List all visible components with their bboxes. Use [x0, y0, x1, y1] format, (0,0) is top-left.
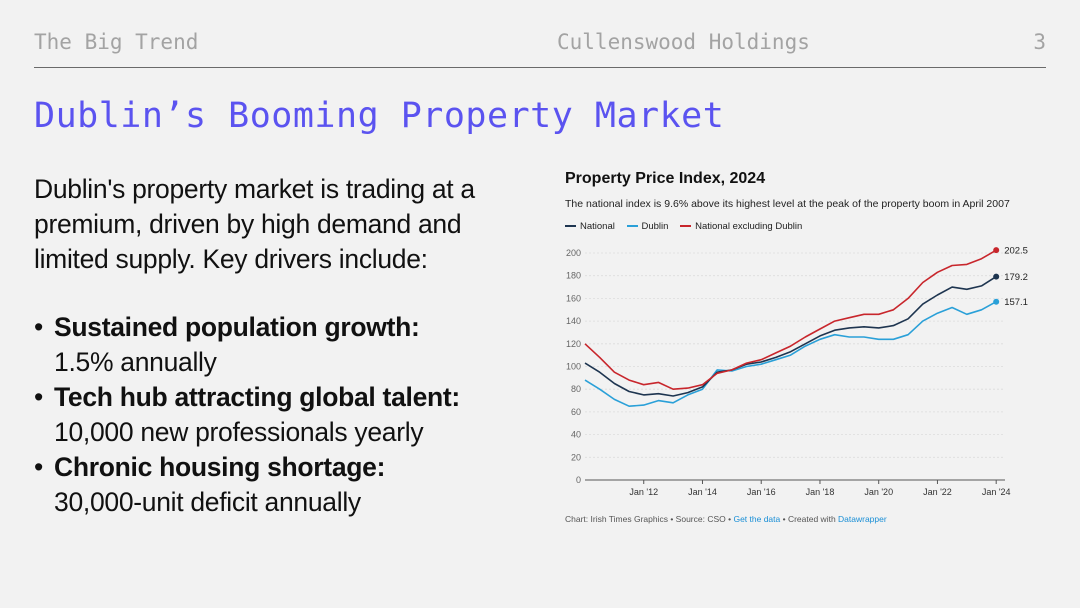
driver-item: • Chronic housing shortage: 30,000-unit … [34, 450, 534, 520]
legend-swatch [680, 225, 692, 228]
driver-detail: 30,000-unit deficit annually [54, 487, 361, 517]
y-tick-label: 120 [566, 339, 581, 349]
y-tick-label: 20 [571, 452, 581, 462]
y-tick-label: 180 [566, 271, 581, 281]
driver-item: • Tech hub attracting global talent: 10,… [34, 380, 534, 450]
y-tick-label: 40 [571, 430, 581, 440]
legend-swatch [565, 225, 576, 228]
series-end-label: 202.5 [1004, 246, 1028, 257]
chart-legend: National Dublin National excluding Dubli… [565, 221, 811, 232]
series-end-point [993, 247, 1000, 254]
x-tick-label: Jan '24 [982, 487, 1011, 497]
series-end-label: 179.2 [1004, 272, 1028, 283]
y-tick-label: 0 [576, 475, 581, 485]
x-tick-label: Jan '18 [806, 487, 835, 497]
bullet-dot: • [34, 312, 43, 342]
datawrapper-link[interactable]: Datawrapper [838, 514, 887, 524]
driver-heading: Sustained population growth: [54, 312, 420, 342]
page-number: 3 [1033, 30, 1046, 54]
series-end-point [993, 298, 1000, 305]
series-line-national [584, 275, 997, 397]
y-tick-label: 140 [566, 316, 581, 326]
chart-panel: Property Price Index, 2024 The national … [550, 160, 1050, 535]
driver-heading: Chronic housing shortage: [54, 452, 386, 482]
driver-heading: Tech hub attracting global talent: [54, 382, 460, 412]
x-tick-label: Jan '16 [747, 487, 776, 497]
header-divider [34, 67, 1046, 68]
chart-title: Property Price Index, 2024 [565, 170, 766, 187]
legend-item-national: National [565, 221, 615, 232]
series-end-label: 157.1 [1004, 297, 1028, 308]
legend-label: National excluding Dublin [695, 221, 803, 232]
source-text: Chart: Irish Times Graphics • Source: CS… [565, 514, 734, 524]
header-section-label: The Big Trend [34, 30, 199, 54]
y-tick-label: 160 [566, 293, 581, 303]
legend-item-dublin: Dublin [626, 221, 669, 232]
slide-title: Dublin’s Booming Property Market [34, 96, 725, 136]
header-company-name: Cullenswood Holdings [557, 30, 810, 54]
driver-list: • Sustained population growth: 1.5% annu… [34, 310, 534, 520]
legend-swatch [626, 225, 638, 228]
chart-source-footer: Chart: Irish Times Graphics • Source: CS… [565, 514, 887, 524]
chart-plot: 0 20 40 60 80 100 120 140 160 180 200 Jan '12 Jan '1… [566, 246, 1028, 497]
source-mid-text: • Created with [780, 514, 839, 524]
legend-label: National [580, 221, 615, 232]
y-tick-label: 60 [571, 407, 581, 417]
x-tick-label: Jan '20 [864, 487, 893, 497]
x-tick-label: Jan '12 [629, 487, 658, 497]
driver-detail: 1.5% annually [54, 347, 217, 377]
y-tick-label: 80 [571, 384, 581, 394]
x-tick-label: Jan '22 [923, 487, 952, 497]
driver-item: • Sustained population growth: 1.5% annu… [34, 310, 534, 380]
legend-label: Dublin [641, 221, 669, 232]
y-tick-label: 100 [566, 362, 581, 372]
x-tick-label: Jan '14 [688, 487, 717, 497]
bullet-dot: • [34, 382, 43, 412]
bullet-dot: • [34, 452, 43, 482]
y-tick-label: 200 [566, 248, 581, 258]
get-the-data-link[interactable]: Get the data [733, 514, 781, 524]
series-line-dublin [584, 300, 997, 407]
driver-detail: 10,000 new professionals yearly [54, 417, 424, 447]
intro-paragraph: Dublin's property market is trading at a… [34, 174, 475, 274]
chart-subtitle: The national index is 9.6% above its hig… [565, 198, 1010, 210]
series-end-point [993, 273, 1000, 280]
series-line-national-excluding-dublin [584, 249, 997, 390]
legend-item-national-excl-dublin: National excluding Dublin [680, 221, 802, 232]
